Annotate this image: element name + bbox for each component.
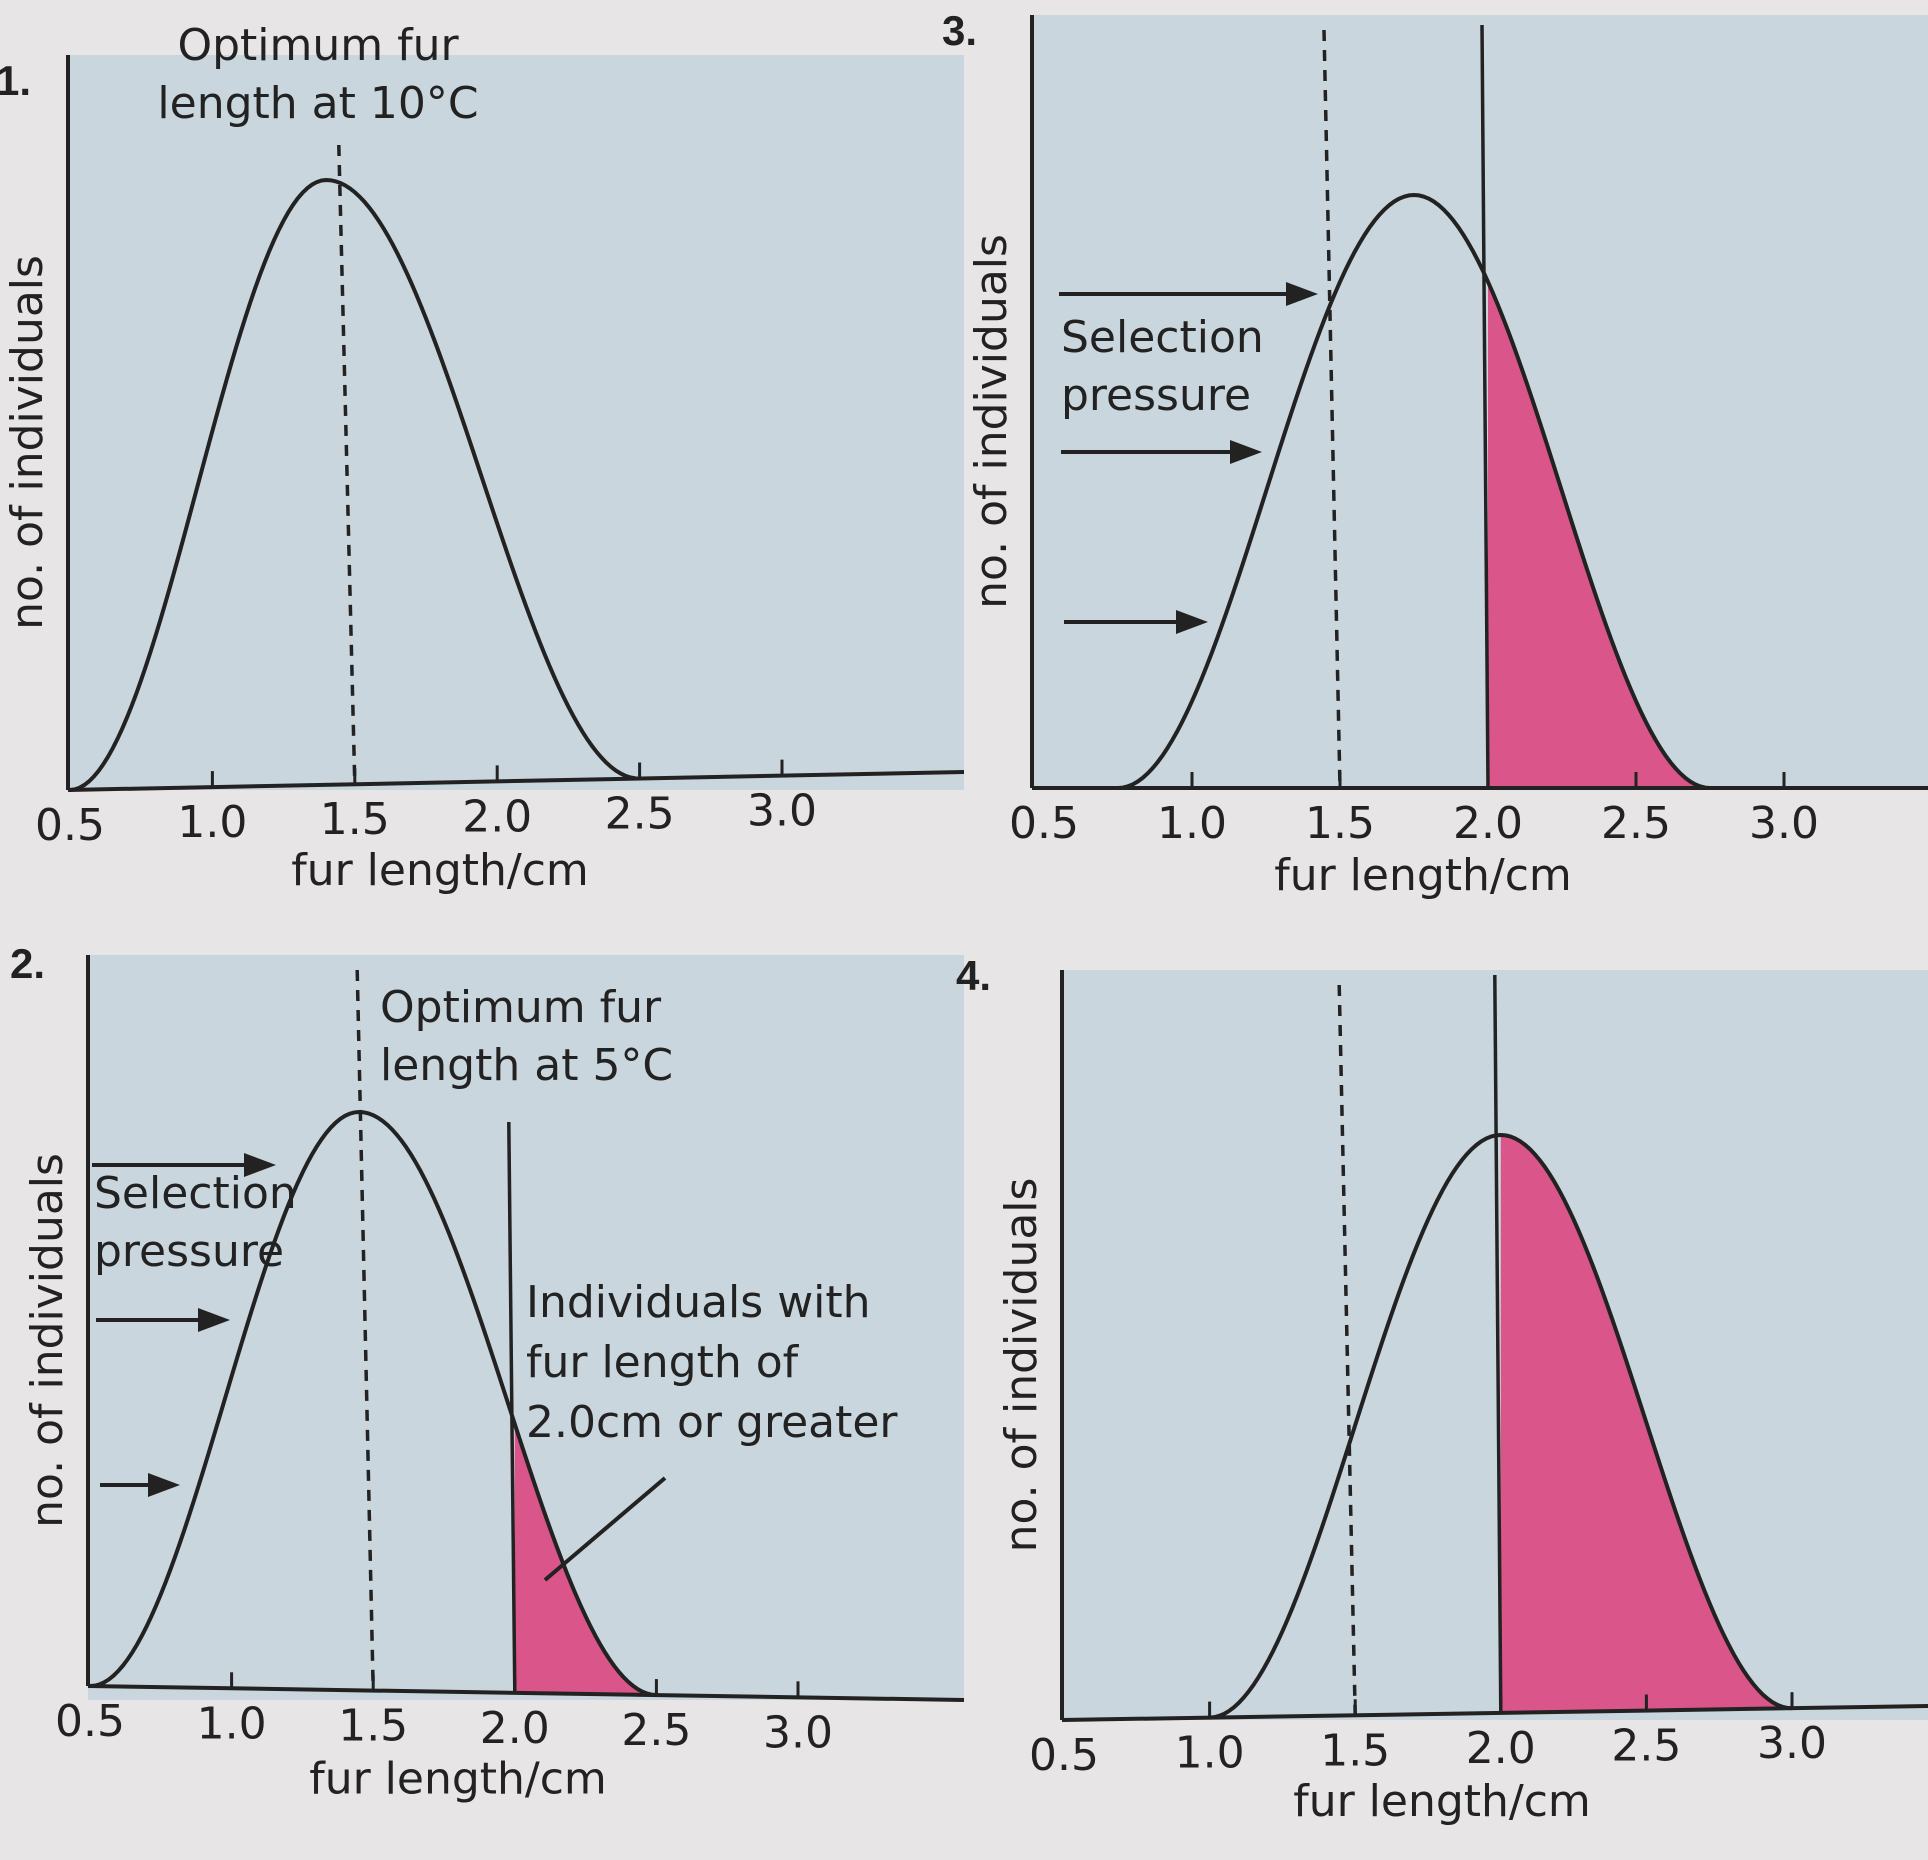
y-axis-title: no. of individuals [966, 234, 1017, 609]
x-axis-title: fur length/cm [291, 845, 589, 896]
x-tick-label: 2.5 [1601, 798, 1671, 849]
x-tick-label: 2.0 [1453, 798, 1523, 849]
plot-area [1032, 15, 1928, 788]
panel-4: 0.5 1.0 1.5 2.0 2.5 3.0 fur length/cm no. of in… [956, 930, 1928, 1860]
x-tick-label: 1.5 [338, 1701, 408, 1752]
panel-1: 0.5 1.0 1.5 2.0 2.5 3.0 fur length/cm no. of in… [0, 0, 965, 930]
optimum-annotation: Optimum fur [177, 20, 459, 71]
x-axis [67, 770, 965, 792]
x-tick-label: 1.5 [1305, 798, 1375, 849]
x-tick-label: 3.0 [747, 786, 817, 837]
distribution-curve [69, 177, 640, 792]
selection-pressure-label: Selection [1061, 312, 1264, 363]
callout-label: fur length of [526, 1337, 800, 1388]
optimum-dashed-line [355, 969, 375, 1691]
panel-number: 3. [942, 7, 977, 54]
x-tick-label: 1.5 [320, 794, 390, 845]
selection-arrow-3 [1064, 610, 1208, 634]
optimum-annotation: length at 5°C [380, 1040, 673, 1091]
chart-2-svg: 0.5 1.0 1.5 2.0 2.5 3.0 fur length/cm no. of in… [10, 940, 965, 1805]
y-axis-title: no. of individuals [22, 1153, 73, 1528]
x-tick-label: 3.0 [1757, 1718, 1827, 1769]
selection-arrow-2 [96, 1308, 230, 1332]
x-axis-title: fur length/cm [309, 1754, 607, 1805]
x-axis [87, 1684, 965, 1702]
panel-number: 2. [10, 940, 45, 987]
x-tick-label: 2.0 [1466, 1723, 1536, 1774]
optimum-dashed-line [1322, 29, 1342, 789]
x-tick-label: 3.0 [763, 1707, 833, 1758]
callout-label: 2.0cm or greater [526, 1397, 898, 1448]
x-tick-label: 0.5 [55, 1696, 125, 1747]
x-axis-title: fur length/cm [1274, 850, 1572, 901]
threshold-line [1480, 24, 1490, 789]
optimum-annotation: Optimum fur [380, 982, 662, 1033]
y-axis-title: no. of individuals [996, 1178, 1047, 1553]
x-tick-label: 1.5 [1320, 1725, 1390, 1776]
optimum-dashed-line [1337, 984, 1357, 1716]
x-tick-label: 1.0 [177, 797, 247, 848]
chart-4-svg: 0.5 1.0 1.5 2.0 2.5 3.0 fur length/cm no. of in… [956, 952, 1928, 1827]
shaded-region-2cm-plus [1488, 281, 1710, 788]
panel-2: 0.5 1.0 1.5 2.0 2.5 3.0 fur length/cm no. of in… [0, 930, 965, 1860]
x-tick-label: 3.0 [1749, 798, 1819, 849]
x-tick-label: 2.0 [462, 791, 532, 842]
threshold-line [1493, 974, 1503, 1713]
x-axis-title: fur length/cm [1293, 1776, 1591, 1827]
plot-area [1062, 970, 1928, 1720]
optimum-dashed-line [337, 144, 357, 785]
callout-label: Individuals with [526, 1277, 871, 1328]
distribution-curve [1209, 1132, 1793, 1720]
x-axis [1061, 1704, 1928, 1722]
selection-pressure-label: Selection [94, 1168, 297, 1219]
plot-area [68, 55, 964, 790]
callout-leader-line [543, 1476, 667, 1582]
x-tick-label: 1.0 [197, 1698, 267, 1749]
selection-arrow-2 [1061, 440, 1262, 464]
y-axis-title: no. of individuals [2, 255, 53, 630]
panel-number: 1. [0, 57, 31, 104]
x-tick-label: 2.0 [480, 1703, 550, 1754]
shaded-region-2cm-plus [514, 1424, 657, 1696]
chart-3-svg: 0.5 1.0 1.5 2.0 2.5 3.0 fur length/cm no. of in… [942, 7, 1928, 901]
threshold-line [507, 1121, 517, 1693]
chart-1-svg: 0.5 1.0 1.5 2.0 2.5 3.0 fur length/cm no. of in… [0, 20, 965, 896]
plot-area [88, 955, 964, 1700]
x-tick-label: 2.5 [621, 1705, 691, 1756]
x-tick-label: 1.0 [1175, 1728, 1245, 1779]
x-tick-label: 2.5 [605, 789, 675, 840]
x-tick-label: 1.0 [1157, 798, 1227, 849]
selection-arrow-1 [92, 1153, 276, 1177]
selection-pressure-label: pressure [94, 1226, 284, 1277]
panel-3: 0.5 1.0 1.5 2.0 2.5 3.0 fur length/cm no. of in… [942, 0, 1928, 930]
selection-pressure-label: pressure [1061, 370, 1251, 421]
x-tick-label: 0.5 [1009, 798, 1079, 849]
optimum-annotation: length at 10°C [157, 78, 478, 129]
selection-arrow-3 [100, 1473, 180, 1497]
distribution-curve [89, 1109, 657, 1698]
x-tick-label: 0.5 [35, 800, 105, 851]
x-tick-label: 2.5 [1611, 1721, 1681, 1772]
panel-number: 4. [956, 952, 991, 999]
selection-arrow-1 [1059, 282, 1318, 306]
distribution-curve [1117, 192, 1711, 790]
x-tick-label: 0.5 [1029, 1730, 1099, 1781]
